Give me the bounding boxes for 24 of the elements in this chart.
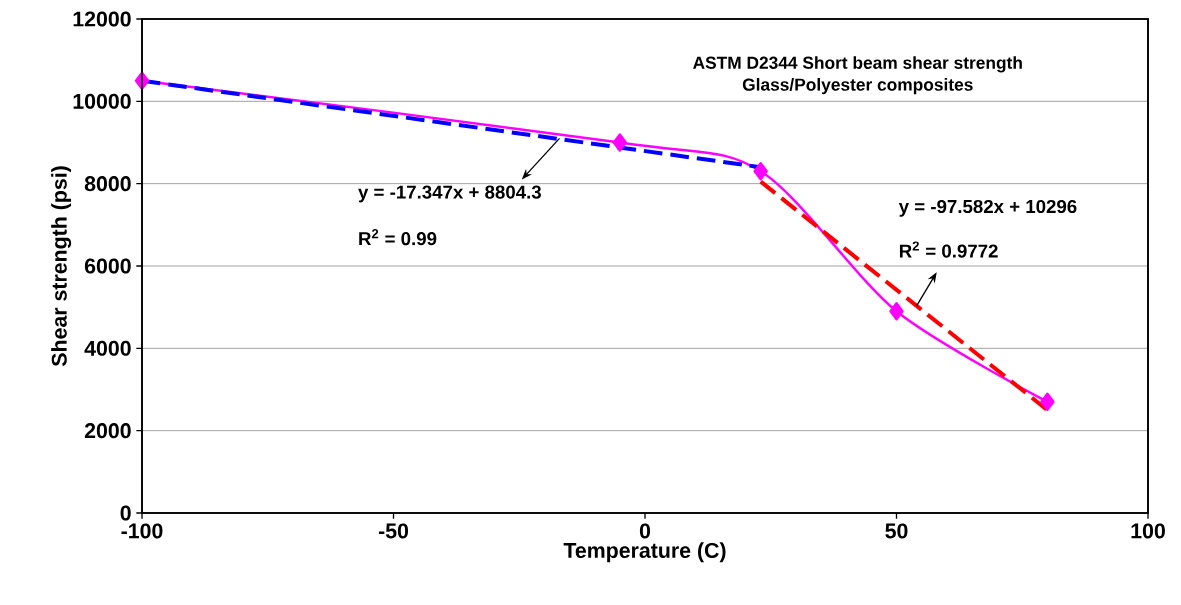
x-tick-label: -100 xyxy=(121,523,163,539)
text: ASTM D2344 Short beam shear strength xyxy=(693,56,1022,73)
y-tick-label: 10000 xyxy=(73,93,131,109)
x-axis-title: Temperature (C) xyxy=(563,542,726,563)
y-tick-label: 0 xyxy=(120,505,131,521)
x-tick-label: 100 xyxy=(1131,523,1165,539)
y-axis-title: Shear strength (psi) xyxy=(51,166,72,367)
y-tick-label: 2000 xyxy=(84,423,131,439)
point xyxy=(1040,392,1055,412)
annotation: y = -97.582x + 10296 xyxy=(898,199,1077,217)
y-tick-label: 8000 xyxy=(84,176,131,192)
x-tick-label: 0 xyxy=(639,523,651,539)
y-tick-label: 4000 xyxy=(84,340,131,356)
point xyxy=(889,302,904,321)
annotation: R$^{2}$ = 0.9772 xyxy=(899,241,998,258)
y-tick-label: 6000 xyxy=(84,258,131,274)
point xyxy=(612,133,628,152)
point xyxy=(753,162,768,181)
text: Glass/Polyester composites xyxy=(742,78,973,95)
x-tick-label: 50 xyxy=(885,523,908,539)
x-tick-label: -50 xyxy=(378,523,409,539)
annotation: y = -17.347x + 8804.3 xyxy=(358,185,541,203)
y-tick-label: 12000 xyxy=(73,11,131,27)
annotation: R$^{2}$ = 0.99 xyxy=(359,229,437,246)
